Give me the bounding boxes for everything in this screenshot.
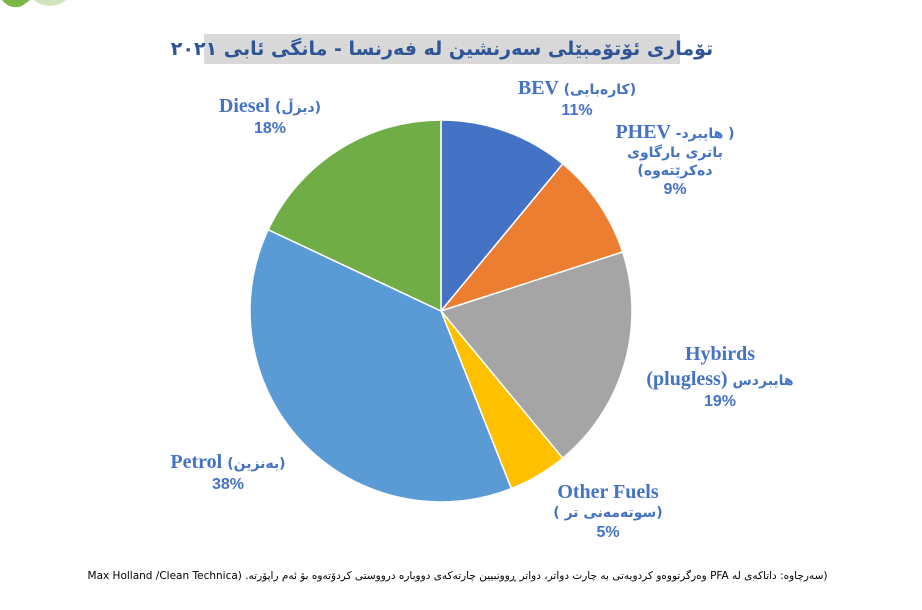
label-petrol: Petrol (بەنزین) 38% (158, 450, 298, 495)
percent-petrol: 38% (211, 476, 245, 493)
pie-slice-petrol (249, 228, 513, 503)
pie-slice-diesel (267, 119, 442, 313)
logo-fragment (2, 0, 66, 8)
pie-slice-phev (438, 162, 624, 313)
percent-hybrid: 19% (703, 393, 737, 410)
label-phev: PHEV ( هایبرد- باتری بارگاوی دەکرێتەوە) … (600, 120, 750, 200)
pie-slice-bev (440, 119, 564, 314)
label-other-fuels: Other Fuels (سوتەمەنی تر ) 5% (538, 480, 678, 543)
chart-title: تۆماری ئۆتۆمبێلی سەرنشین لە فەرنسا - مان… (171, 34, 713, 64)
percent-other-fuels: 5% (596, 523, 620, 541)
source-note: (سەرچاوە: داتاکەی لە PFA وەرگرتووەو کردو… (87, 570, 828, 582)
percent-bev: 11% (561, 102, 593, 119)
label-diesel: Diesel (دیزڵ) 18% (205, 94, 335, 139)
label-hybrid: Hybirds (plugless) هایبردس 19% (630, 342, 810, 412)
pie-slice-hybrid (439, 251, 633, 460)
percent-phev: 9% (663, 181, 687, 198)
percent-diesel: 18% (253, 120, 287, 137)
label-bev: BEV (کارەبایی) 11% (512, 76, 642, 121)
